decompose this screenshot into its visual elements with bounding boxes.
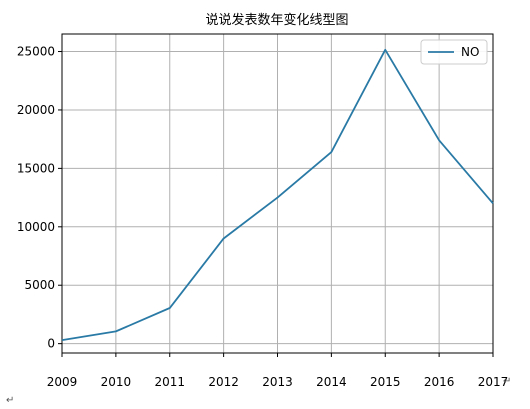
series-layer (61, 48, 494, 342)
grid (61, 34, 494, 353)
y-tick-label: 15000 (17, 161, 55, 175)
y-tick-label: 10000 (17, 220, 55, 234)
paragraph-mark: ↵ (503, 376, 511, 387)
x-tick-label: 2017 (478, 375, 509, 389)
chart-title: 说说发表数年变化线型图 (205, 12, 348, 28)
x-tick-label: 2010 (101, 375, 132, 389)
axes: 0 5000 10000 15000 20000 25000 2009 2010 2011 201… (17, 33, 509, 389)
x-tick-label: 2014 (316, 375, 347, 389)
y-tick-label: 5000 (24, 278, 55, 292)
x-tick-label: 2013 (262, 375, 293, 389)
x-tick-label: 2016 (424, 375, 455, 389)
legend: NO (420, 39, 488, 65)
x-tick-label: 2015 (370, 375, 401, 389)
paragraph-mark: ↵ (6, 395, 14, 405)
legend-label: NO (461, 45, 479, 59)
y-tick-label: 25000 (17, 45, 55, 59)
x-tick-label: 2011 (154, 375, 185, 389)
y-tick-label: 0 (47, 337, 55, 351)
y-tick-label: 20000 (17, 103, 55, 117)
series-line (61, 48, 494, 342)
x-tick-label: 2012 (208, 375, 239, 389)
x-tick-label: 2009 (47, 375, 78, 389)
